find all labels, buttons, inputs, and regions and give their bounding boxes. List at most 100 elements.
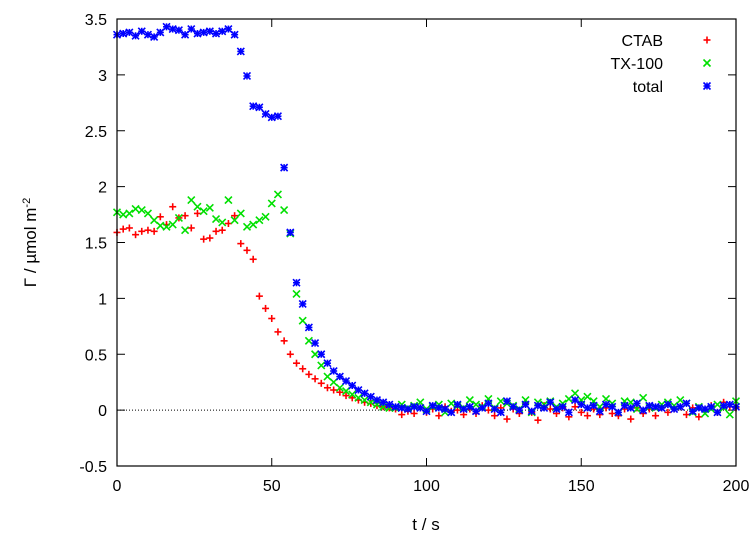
data-point xyxy=(564,408,573,417)
data-point xyxy=(144,226,152,234)
data-point xyxy=(398,411,406,419)
data-point xyxy=(546,398,555,407)
data-point xyxy=(205,27,214,36)
data-point xyxy=(255,216,264,225)
data-point xyxy=(571,403,579,411)
data-point xyxy=(608,402,617,411)
data-point xyxy=(385,400,394,409)
data-point xyxy=(558,402,567,411)
y-tick-label: 1.5 xyxy=(85,236,107,253)
data-point xyxy=(286,350,294,358)
data-point xyxy=(329,366,338,376)
y-tick-label: 3.5 xyxy=(85,12,107,29)
data-point xyxy=(230,30,239,39)
data-point xyxy=(249,220,258,229)
data-point xyxy=(181,212,189,220)
data-point xyxy=(694,403,703,412)
data-point xyxy=(478,403,487,412)
y-tick-label: 2.5 xyxy=(85,124,107,141)
data-point xyxy=(249,102,258,111)
data-point xyxy=(268,314,276,322)
data-point xyxy=(330,386,338,394)
data-point xyxy=(162,222,171,231)
data-point xyxy=(713,408,722,417)
data-point xyxy=(267,113,276,122)
data-point xyxy=(391,402,400,411)
legend-marker xyxy=(703,36,711,44)
data-point xyxy=(205,203,214,212)
data-point xyxy=(583,412,591,420)
data-point xyxy=(119,29,128,38)
data-point xyxy=(224,24,233,34)
data-point xyxy=(125,209,134,218)
data-point xyxy=(236,209,245,218)
data-point xyxy=(527,407,536,416)
data-point xyxy=(453,400,462,409)
legend-marker xyxy=(702,81,712,91)
y-axis-label-exponent: -2 xyxy=(21,198,33,208)
data-point xyxy=(242,71,252,81)
data-point xyxy=(428,401,437,410)
data-point xyxy=(496,408,505,417)
data-point xyxy=(422,407,431,416)
data-point xyxy=(211,214,221,224)
series-tx-100 xyxy=(112,190,741,419)
data-point xyxy=(465,396,474,405)
data-point xyxy=(193,29,202,38)
data-point xyxy=(533,401,542,410)
data-point xyxy=(292,278,301,287)
data-point xyxy=(273,190,283,199)
data-point xyxy=(639,406,648,415)
data-point xyxy=(670,404,679,414)
data-point xyxy=(168,220,177,229)
data-point xyxy=(317,350,326,359)
data-point xyxy=(211,29,221,38)
data-point xyxy=(663,400,672,409)
data-point xyxy=(255,103,264,112)
data-point xyxy=(174,213,183,222)
data-point xyxy=(465,402,474,411)
data-point xyxy=(237,240,245,248)
y-tick-label: 0 xyxy=(98,403,107,420)
y-axis-label-main: Γ / µmol m xyxy=(21,208,40,288)
data-point xyxy=(336,388,344,396)
data-point xyxy=(639,393,648,402)
data-point xyxy=(614,408,623,417)
data-point xyxy=(181,30,190,39)
data-point xyxy=(564,394,573,404)
data-point xyxy=(410,402,419,411)
data-point xyxy=(496,397,505,406)
data-point xyxy=(317,379,325,387)
data-point xyxy=(546,405,554,413)
data-point xyxy=(657,403,666,412)
data-point xyxy=(162,22,171,31)
data-point xyxy=(174,26,183,35)
data-point xyxy=(434,403,443,412)
legend-marker xyxy=(702,58,712,68)
data-point xyxy=(552,404,561,414)
data-point xyxy=(119,225,127,233)
data-point xyxy=(682,399,691,408)
data-point xyxy=(305,370,313,378)
data-point xyxy=(707,402,716,411)
data-point xyxy=(577,408,585,416)
series-ctab xyxy=(113,203,740,424)
data-point xyxy=(267,199,276,208)
data-point xyxy=(354,385,363,395)
data-point xyxy=(503,415,511,423)
data-point xyxy=(379,398,388,407)
data-point xyxy=(131,31,140,40)
data-point xyxy=(224,195,233,205)
data-point xyxy=(261,109,270,119)
tick-labels-layer: 0 50 100 150 200 -0.5 0 0.5 1 1.5 2 2.5 3 3.5 xyxy=(79,12,749,495)
x-tick-label: 50 xyxy=(263,478,281,495)
data-point xyxy=(323,359,332,368)
data-point xyxy=(125,224,133,232)
data-point xyxy=(626,403,635,412)
data-point xyxy=(218,226,226,234)
data-point xyxy=(299,365,307,373)
y-tick-label: 0.5 xyxy=(85,347,107,364)
data-point xyxy=(725,400,734,409)
data-point xyxy=(249,255,257,263)
data-point xyxy=(200,235,208,243)
